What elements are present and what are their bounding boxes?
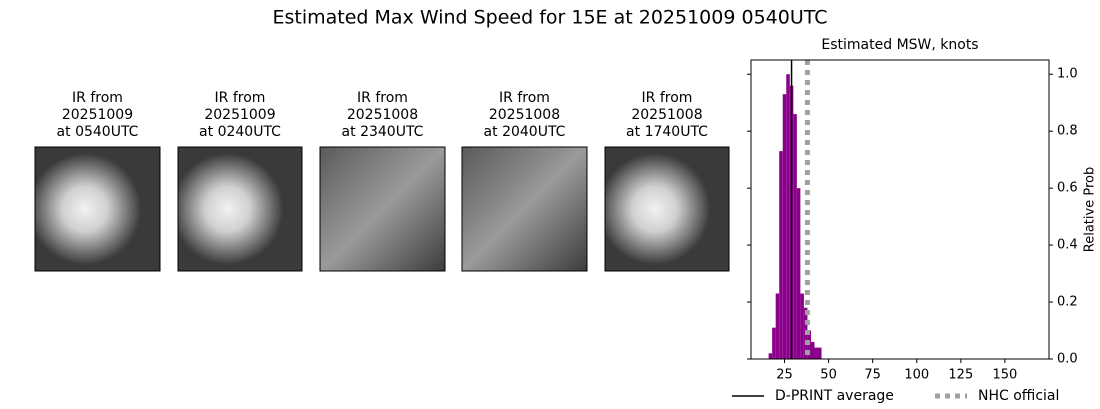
panel-title: at 0540UTC <box>57 124 139 140</box>
bar <box>775 293 780 359</box>
y-tick-label: 0.2 <box>1057 295 1078 310</box>
panel-title: IR from <box>72 90 123 106</box>
chart-title: Estimated MSW, knots <box>821 37 978 53</box>
legend-label: NHC official <box>978 388 1059 404</box>
panel-title: at 2340UTC <box>342 124 424 140</box>
bar <box>800 293 804 359</box>
y-tick-label: 1.0 <box>1057 67 1078 82</box>
panel-title: at 1740UTC <box>626 124 708 140</box>
ir-image <box>177 146 303 272</box>
plot-frame <box>750 59 1050 360</box>
x-tick-label: 25 <box>776 368 793 383</box>
y-tick-label: 0.4 <box>1057 238 1078 253</box>
bar <box>779 151 783 359</box>
bar <box>782 94 787 360</box>
bar <box>814 347 819 359</box>
panel-title: IR from <box>642 90 693 106</box>
y-axis-label: Relative Prob <box>1083 167 1098 252</box>
panel-title: IR from <box>499 90 550 106</box>
y-tick-label: 0.8 <box>1057 124 1078 139</box>
panel-title: 20251009 <box>62 107 133 123</box>
y-tick-label: 0.6 <box>1057 181 1078 196</box>
bar <box>768 353 773 359</box>
ir-image <box>461 146 588 272</box>
figure-title: Estimated Max Wind Speed for 15E at 2025… <box>272 7 827 29</box>
ir-image <box>604 146 730 272</box>
bar <box>818 347 822 359</box>
bar <box>772 327 776 359</box>
panel-title: at 0240UTC <box>199 124 281 140</box>
panel-title: 20251008 <box>489 107 560 123</box>
ir-images <box>34 146 730 272</box>
panel-title: IR from <box>357 90 408 106</box>
legend-label: D-PRINT average <box>775 388 894 404</box>
bar <box>786 74 790 359</box>
panel-title: 20251008 <box>347 107 418 123</box>
panel-title: 20251008 <box>631 107 702 123</box>
x-tick-label: 100 <box>904 368 929 383</box>
bar <box>810 341 815 359</box>
panel-title: IR from <box>215 90 266 106</box>
x-tick-label: 75 <box>864 368 881 383</box>
x-tick-label: 150 <box>993 368 1018 383</box>
x-tick-label: 50 <box>820 368 837 383</box>
bar <box>796 188 801 359</box>
bar <box>793 114 797 359</box>
ir-image <box>34 146 161 272</box>
ir-image <box>319 146 446 272</box>
x-tick-label: 125 <box>948 368 973 383</box>
panel-title: 20251009 <box>204 107 275 123</box>
panel-title: at 2040UTC <box>484 124 566 140</box>
y-tick-label: 0.0 <box>1057 352 1078 367</box>
